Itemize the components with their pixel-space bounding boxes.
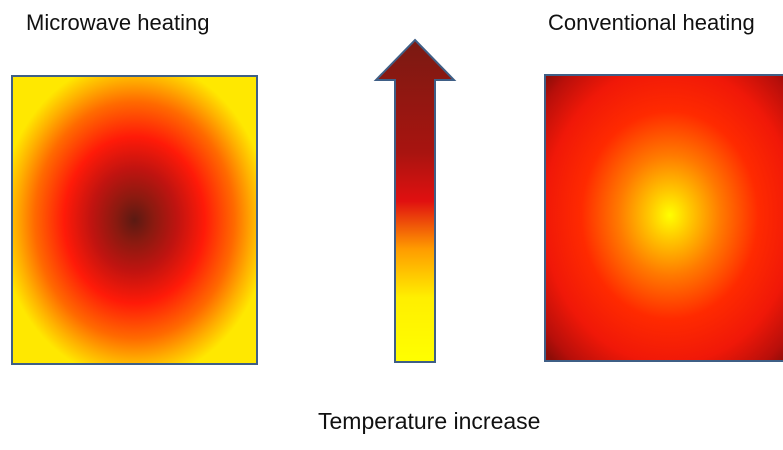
microwave-heating-title: Microwave heating [26, 10, 210, 35]
conventional-heating-panel [544, 74, 783, 362]
conventional-heating-title: Conventional heating [548, 10, 755, 35]
temperature-increase-caption: Temperature increase [318, 408, 541, 434]
temperature-arrow [373, 38, 457, 363]
microwave-heating-panel [11, 75, 258, 365]
arrow-shape [373, 38, 457, 363]
